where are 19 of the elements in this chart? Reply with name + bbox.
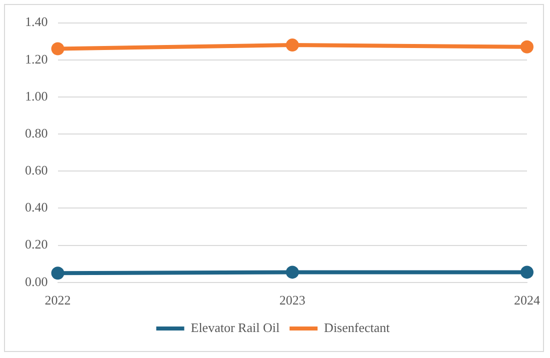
point bbox=[286, 38, 299, 52]
x-tick-label: 2023 bbox=[279, 292, 306, 308]
x-tick-label: 2024 bbox=[514, 292, 540, 308]
point bbox=[286, 266, 299, 279]
y-tick-label: 1.00 bbox=[25, 88, 48, 104]
y-tick-label: 0.40 bbox=[25, 200, 48, 215]
point bbox=[51, 266, 64, 280]
y-tick-label: 0.20 bbox=[25, 236, 48, 252]
x-tick-label: 2022 bbox=[44, 292, 71, 308]
y-tick-label: 0.60 bbox=[25, 162, 48, 178]
legend-label: Elevator Rail Oil bbox=[190, 320, 280, 335]
point bbox=[51, 42, 64, 56]
point bbox=[520, 40, 534, 54]
y-tick-label: 0.80 bbox=[25, 125, 48, 140]
y-tick-label: 1.40 bbox=[25, 14, 48, 30]
y-tick-label: 1.20 bbox=[25, 51, 48, 66]
point bbox=[520, 266, 534, 279]
y-tick-label: 0.00 bbox=[25, 274, 48, 289]
legend-label: Disenfectant bbox=[324, 320, 390, 335]
